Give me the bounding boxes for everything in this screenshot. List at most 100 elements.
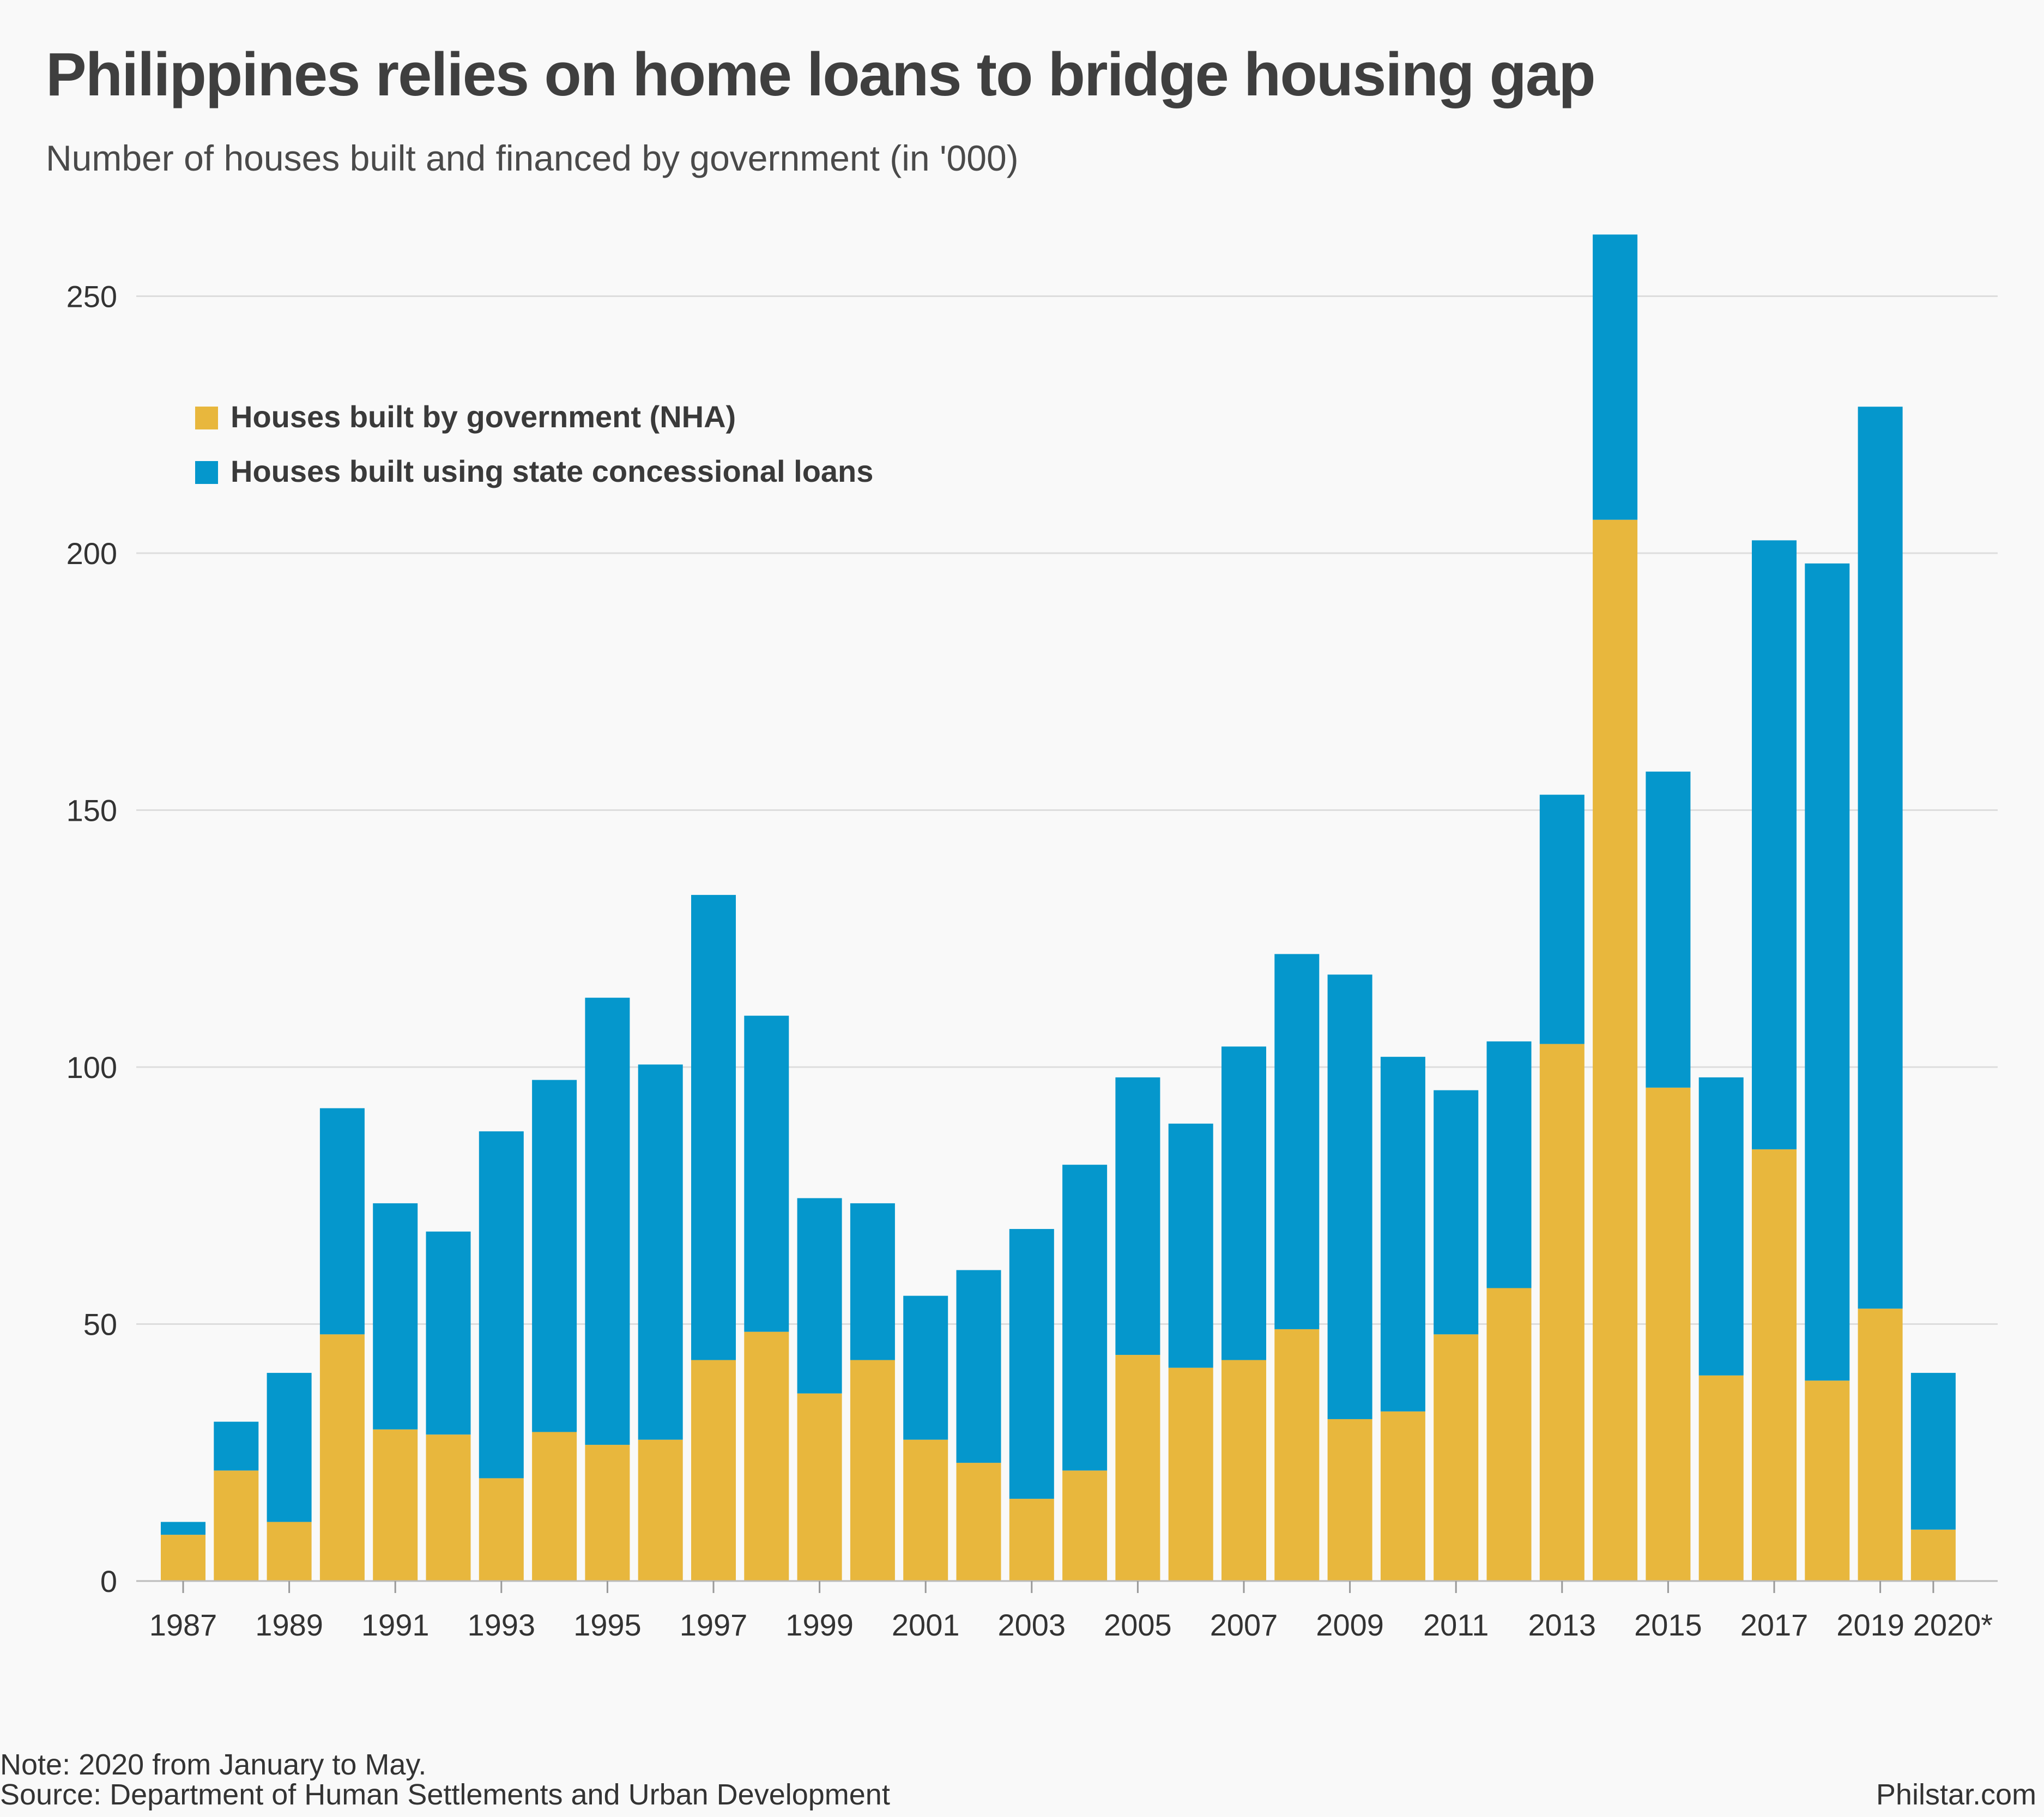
bar-loans-2007 bbox=[1221, 1046, 1266, 1360]
bar-nha-2015 bbox=[1646, 1087, 1691, 1581]
bar-nha-2010 bbox=[1380, 1411, 1425, 1581]
bar-loans-2002 bbox=[956, 1270, 1001, 1463]
footer-credit: Philstar.com bbox=[1876, 1778, 2036, 1811]
bar-loans-1988 bbox=[214, 1421, 259, 1471]
x-tick-label: 1999 bbox=[785, 1608, 854, 1642]
bar-loans-1995 bbox=[585, 997, 630, 1445]
bar-nha-1996 bbox=[638, 1439, 683, 1581]
x-tick-label: 1993 bbox=[468, 1608, 536, 1642]
x-tick-label: 1987 bbox=[149, 1608, 217, 1642]
bar-loans-1987 bbox=[161, 1522, 205, 1535]
bar-loans-2013 bbox=[1539, 795, 1585, 1044]
bar-nha-2020 bbox=[1910, 1529, 1956, 1581]
bar-loans-2019 bbox=[1858, 407, 1903, 1309]
bar-nha-2007 bbox=[1221, 1360, 1266, 1581]
bar-nha-2005 bbox=[1115, 1355, 1160, 1581]
bar-loans-1989 bbox=[267, 1373, 312, 1522]
bar-nha-2013 bbox=[1539, 1044, 1585, 1581]
bar-loans-2005 bbox=[1115, 1077, 1160, 1355]
bar-loans-2004 bbox=[1062, 1165, 1108, 1471]
x-tick-label: 2011 bbox=[1423, 1608, 1489, 1642]
page-title: Philippines relies on home loans to brid… bbox=[46, 40, 1596, 108]
bar-nha-2016 bbox=[1698, 1375, 1744, 1581]
bar-loans-2003 bbox=[1009, 1229, 1054, 1499]
x-tick-label: 2005 bbox=[1104, 1608, 1172, 1642]
bar-nha-1999 bbox=[797, 1393, 842, 1581]
bar-nha-1993 bbox=[479, 1478, 524, 1581]
bar-loans-1999 bbox=[797, 1198, 842, 1394]
bar-loans-2008 bbox=[1274, 954, 1320, 1329]
bar-loans-2011 bbox=[1434, 1090, 1479, 1335]
bar-loans-1993 bbox=[479, 1131, 524, 1479]
legend-label-nha: Houses built by government (NHA) bbox=[231, 399, 736, 434]
bars-layer bbox=[161, 234, 1956, 1581]
bar-nha-2012 bbox=[1486, 1288, 1532, 1581]
footer-note: Note: 2020 from January to May. bbox=[0, 1748, 427, 1781]
x-tick-label: 1997 bbox=[680, 1608, 748, 1642]
bar-loans-2015 bbox=[1646, 771, 1691, 1088]
bar-loans-2018 bbox=[1805, 563, 1850, 1381]
bar-loans-2001 bbox=[903, 1295, 948, 1440]
x-tick-label: 1989 bbox=[255, 1608, 323, 1642]
y-tick-label: 100 bbox=[66, 1050, 117, 1085]
bar-loans-1997 bbox=[691, 895, 736, 1360]
x-tick-label: 2001 bbox=[892, 1608, 960, 1642]
bar-loans-2006 bbox=[1168, 1123, 1213, 1368]
bar-loans-1994 bbox=[532, 1080, 577, 1432]
x-tick-label: 1995 bbox=[573, 1608, 642, 1642]
bar-nha-1995 bbox=[585, 1445, 630, 1581]
bar-nha-2009 bbox=[1327, 1419, 1372, 1581]
bar-loans-2016 bbox=[1698, 1077, 1744, 1376]
bar-nha-2018 bbox=[1805, 1380, 1850, 1581]
bar-nha-1987 bbox=[161, 1535, 205, 1581]
x-tick-label: 2017 bbox=[1740, 1608, 1809, 1642]
bar-nha-1988 bbox=[214, 1470, 259, 1581]
bar-loans-2012 bbox=[1486, 1041, 1532, 1288]
bar-loans-1991 bbox=[373, 1203, 418, 1430]
y-tick-label: 250 bbox=[66, 280, 117, 314]
bar-loans-1990 bbox=[319, 1108, 365, 1335]
x-tick-label: 2009 bbox=[1316, 1608, 1384, 1642]
x-tick-label: 2019 bbox=[1836, 1608, 1904, 1642]
bar-loans-2000 bbox=[850, 1203, 895, 1360]
page-subtitle: Number of houses built and financed by g… bbox=[46, 138, 1019, 178]
bar-nha-1992 bbox=[426, 1434, 471, 1581]
x-tick-label: 2013 bbox=[1528, 1608, 1597, 1642]
bar-loans-2009 bbox=[1327, 974, 1372, 1419]
y-tick-label: 200 bbox=[66, 536, 117, 571]
bar-loans-1998 bbox=[744, 1015, 789, 1332]
bar-nha-1998 bbox=[744, 1331, 789, 1581]
y-tick-label: 50 bbox=[83, 1307, 117, 1342]
y-tick-label: 0 bbox=[100, 1564, 117, 1598]
x-tick-label: 2007 bbox=[1210, 1608, 1278, 1642]
bar-nha-2014 bbox=[1593, 519, 1638, 1581]
bar-loans-2014 bbox=[1593, 234, 1638, 520]
bar-nha-2019 bbox=[1858, 1309, 1903, 1581]
bar-nha-2004 bbox=[1062, 1470, 1108, 1581]
bar-nha-2000 bbox=[850, 1360, 895, 1581]
x-tick-label: 2015 bbox=[1634, 1608, 1702, 1642]
x-tick-label: 1991 bbox=[361, 1608, 430, 1642]
bar-loans-1992 bbox=[426, 1231, 471, 1435]
bar-nha-2017 bbox=[1752, 1149, 1797, 1581]
legend-label-loans: Houses built using state concessional lo… bbox=[231, 454, 873, 488]
bar-nha-2003 bbox=[1009, 1499, 1054, 1581]
bar-loans-2010 bbox=[1380, 1057, 1425, 1412]
bar-nha-2002 bbox=[956, 1463, 1001, 1581]
legend-swatch-loans bbox=[195, 461, 218, 484]
bar-nha-1991 bbox=[373, 1429, 418, 1581]
bar-nha-2011 bbox=[1434, 1334, 1479, 1581]
footer-source: Source: Department of Human Settlements … bbox=[0, 1778, 890, 1811]
y-tick-label: 150 bbox=[66, 794, 117, 828]
bar-loans-1996 bbox=[638, 1064, 683, 1440]
bar-nha-2008 bbox=[1274, 1329, 1320, 1581]
bar-nha-1997 bbox=[691, 1360, 736, 1581]
x-tick-label: 2003 bbox=[998, 1608, 1066, 1642]
bar-nha-2001 bbox=[903, 1439, 948, 1581]
legend-swatch-nha bbox=[195, 407, 218, 429]
bar-loans-2020 bbox=[1910, 1373, 1956, 1530]
legend: Houses built by government (NHA) Houses b… bbox=[195, 399, 873, 488]
bar-nha-2006 bbox=[1168, 1367, 1213, 1581]
x-tick-label: 2020* bbox=[1913, 1608, 1993, 1642]
